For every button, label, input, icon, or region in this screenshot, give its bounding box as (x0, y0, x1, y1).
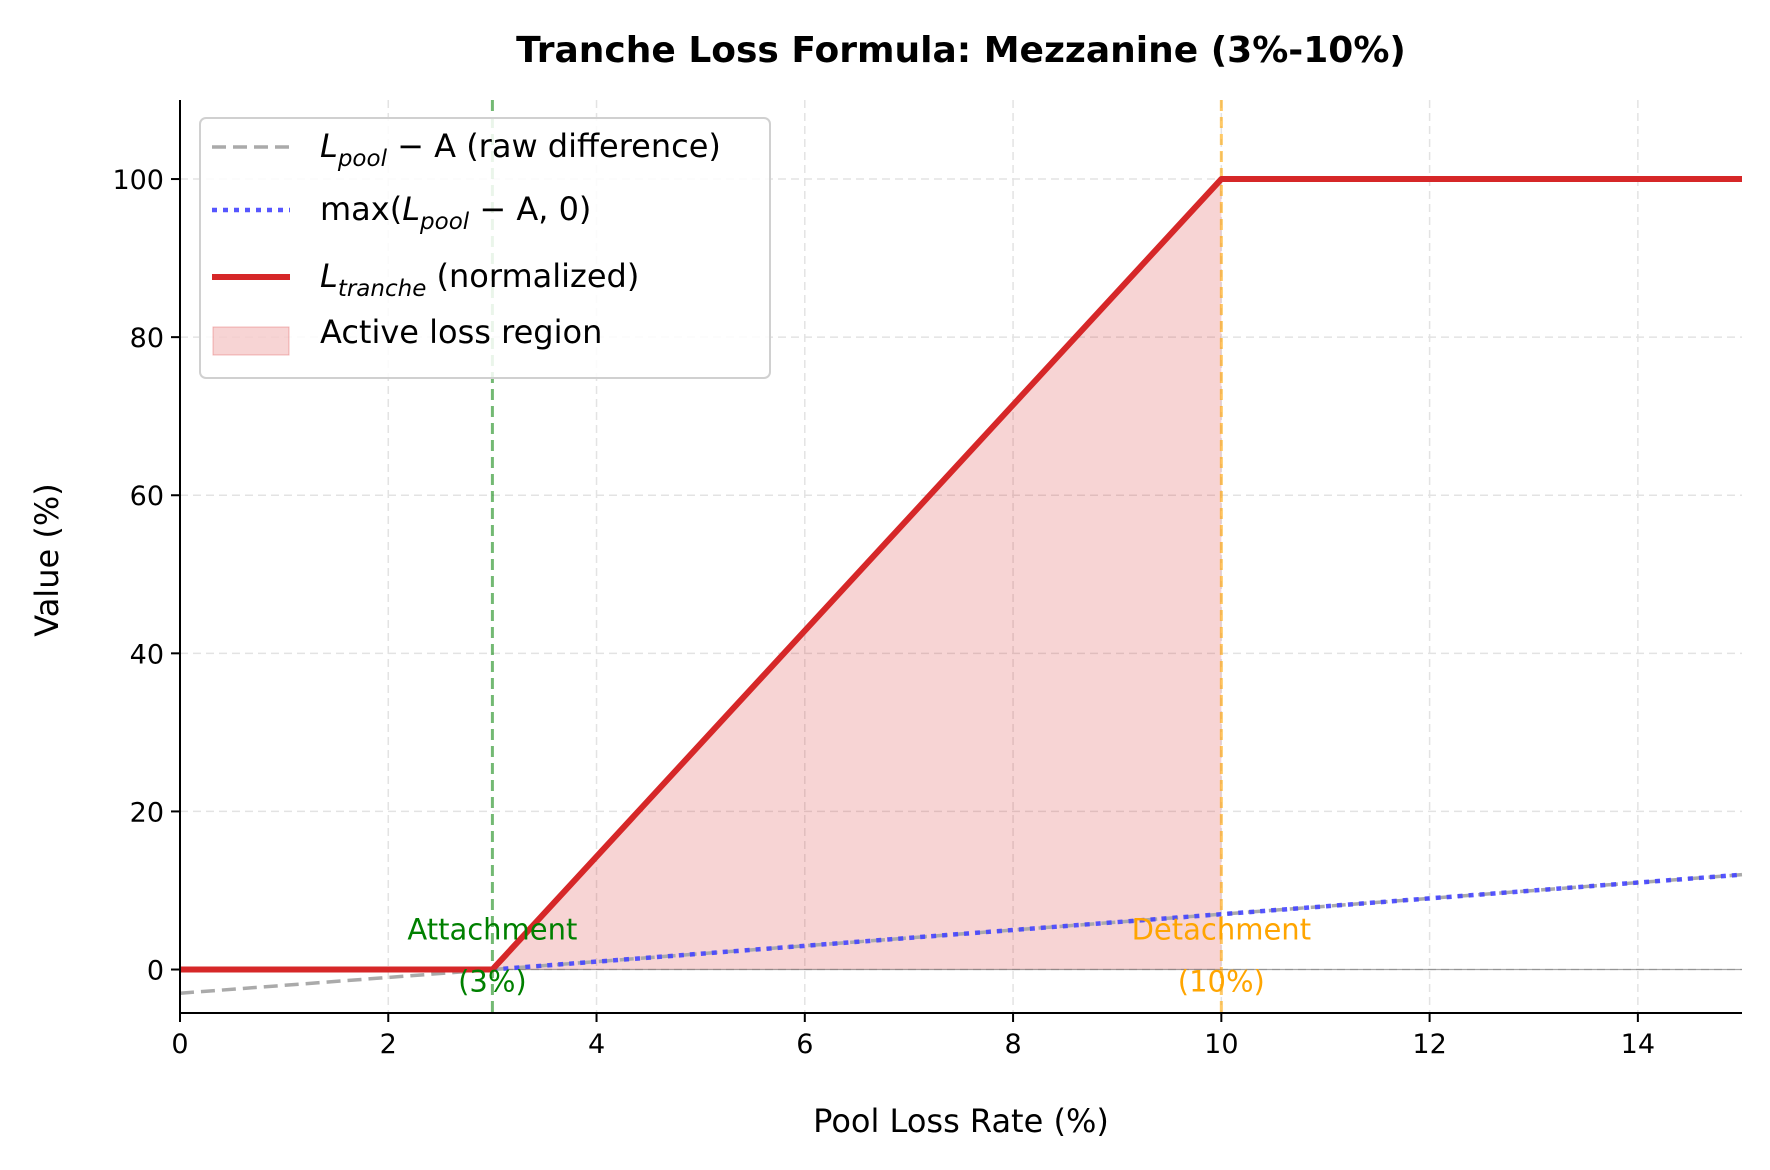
y-tick-label: 40 (130, 639, 164, 670)
x-tick-label: 0 (171, 1029, 188, 1060)
axes: 0 2 4 6 8 10 12 14 0 20 40 60 80 100 (112, 100, 1742, 1060)
y-tick-label: 100 (112, 165, 164, 196)
x-tick-label: 2 (380, 1029, 397, 1060)
y-tick-label: 80 (130, 323, 164, 354)
y-axis-label: Value (%) (28, 483, 66, 636)
annotation-label: (10%) (1178, 965, 1265, 999)
x-tick-label: 10 (1204, 1029, 1238, 1060)
series-line-2 (180, 176, 1742, 973)
legend-entry: Lpool − A (raw difference) (320, 127, 721, 172)
x-tick-label: 14 (1621, 1029, 1655, 1060)
legend-entry: max(Lpool − A, 0) (320, 190, 591, 235)
legend: Lpool − A (raw difference) max(Lpool − A,… (199, 117, 771, 379)
annotation-label: Detachment (1132, 913, 1311, 947)
y-tick-label: 0 (147, 956, 164, 987)
x-tick-label: 4 (588, 1029, 605, 1060)
legend-box (199, 117, 771, 379)
plot-area: Attachment (3%) Detachment (10%) (179, 100, 1743, 1013)
legend-entry: Ltranche (normalized) (320, 257, 639, 302)
annotation-label: (3%) (458, 965, 527, 999)
x-axis-label: Pool Loss Rate (%) (813, 1102, 1109, 1140)
legend-entry: Active loss region (320, 313, 602, 351)
x-tick-label: 8 (1004, 1029, 1021, 1060)
chart-title: Tranche Loss Formula: Mezzanine (3%-10%) (516, 30, 1406, 71)
x-tick-label: 12 (1412, 1029, 1446, 1060)
legend-swatch-fill (212, 326, 290, 356)
x-tick-label: 6 (796, 1029, 813, 1060)
annotation-label: Attachment (407, 913, 577, 947)
y-tick-label: 60 (130, 481, 164, 512)
y-tick-label: 20 (130, 797, 164, 828)
